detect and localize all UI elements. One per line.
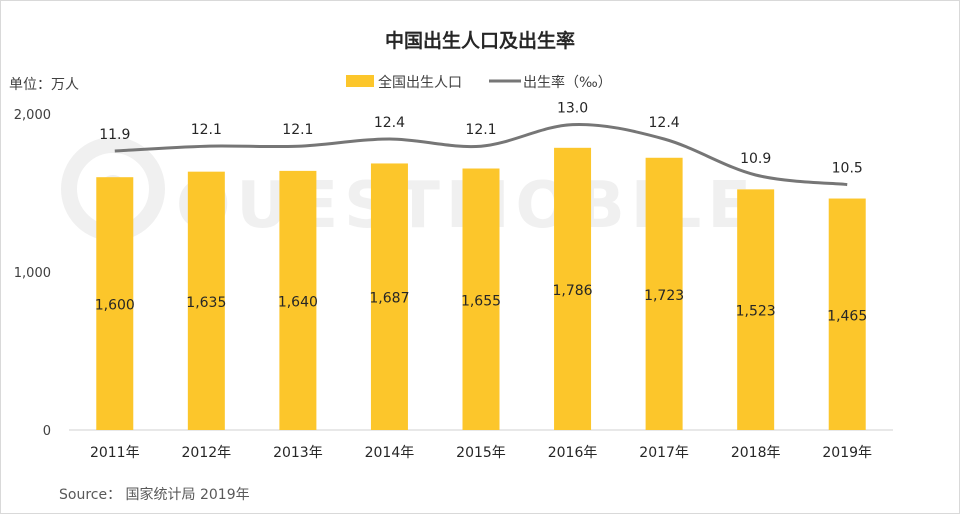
- legend: 全国出生人口 出生率（‰）: [346, 74, 612, 91]
- bar-value-label-6: 1,723: [644, 288, 684, 304]
- bar-5: [554, 147, 592, 430]
- bar-value-label-3: 1,687: [369, 291, 409, 307]
- y-tick-2000: 2,000: [14, 108, 51, 123]
- bars-group: [96, 147, 866, 431]
- rate-value-label-5: 13.0: [557, 101, 588, 117]
- bar-value-label-4: 1,655: [461, 293, 501, 309]
- bar-1: [187, 171, 225, 431]
- rate-value-label-3: 12.4: [374, 115, 405, 131]
- bar-7: [737, 189, 775, 430]
- bar-value-label-1: 1,635: [186, 295, 226, 311]
- bar-value-label-2: 1,640: [278, 294, 318, 310]
- rate-line: [114, 122, 848, 187]
- rate-value-label-2: 12.1: [282, 122, 313, 138]
- source-note: Source： 国家统计局 2019年: [59, 486, 250, 503]
- rate-value-label-8: 10.5: [832, 161, 863, 177]
- x-tick-6: 2017年: [639, 445, 689, 461]
- chart-title: 中国出生人口及出生率: [385, 29, 575, 52]
- bar-0: [96, 177, 134, 430]
- labels-group: 1,600 2011年 11.9 1,635 2012年 12.1 1,640 2013年 12…: [90, 101, 872, 461]
- x-tick-0: 2011年: [90, 445, 140, 461]
- bar-3: [370, 163, 408, 431]
- legend-bar-label: 全国出生人口: [378, 74, 462, 91]
- x-tick-5: 2016年: [548, 445, 598, 461]
- x-tick-2: 2013年: [273, 445, 323, 461]
- bar-value-label-0: 1,600: [95, 298, 135, 314]
- bar-2: [279, 170, 317, 430]
- rate-value-label-7: 10.9: [740, 151, 771, 167]
- rate-value-label-0: 11.9: [99, 127, 130, 143]
- x-tick-8: 2019年: [822, 445, 872, 461]
- x-tick-3: 2014年: [365, 445, 415, 461]
- bar-6: [645, 157, 683, 431]
- bar-value-label-8: 1,465: [827, 308, 867, 324]
- unit-label: 单位：万人: [9, 77, 79, 93]
- legend-line-label: 出生率（‰）: [523, 74, 612, 91]
- rate-value-label-4: 12.1: [465, 122, 496, 138]
- rate-value-label-1: 12.1: [191, 122, 222, 138]
- bar-4: [462, 168, 500, 430]
- x-tick-4: 2015年: [456, 445, 506, 461]
- y-tick-0: 0: [43, 424, 51, 439]
- x-tick-1: 2012年: [182, 445, 232, 461]
- legend-bar-swatch: [346, 75, 374, 87]
- rate-value-label-6: 12.4: [649, 115, 680, 131]
- bar-value-label-5: 1,786: [553, 283, 593, 299]
- x-tick-7: 2018年: [731, 445, 781, 461]
- y-tick-1000: 1,000: [14, 266, 51, 281]
- bar-value-label-7: 1,523: [736, 304, 776, 320]
- bar-8: [828, 198, 866, 430]
